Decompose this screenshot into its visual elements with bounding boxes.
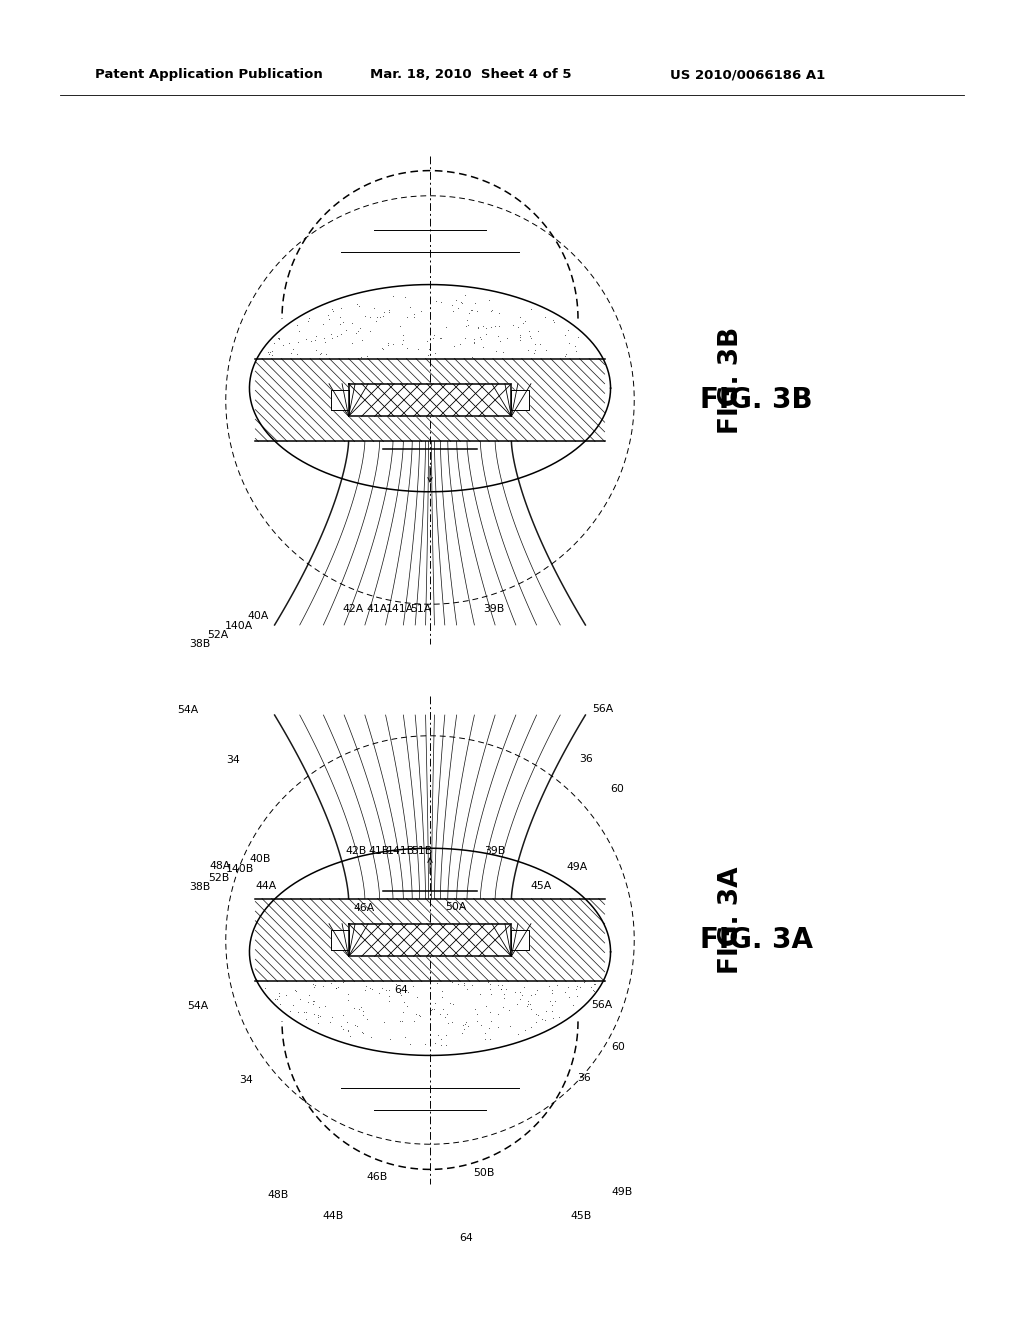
Text: 42A: 42A <box>343 603 364 614</box>
Text: 40B: 40B <box>250 854 270 865</box>
Text: 60: 60 <box>610 784 625 795</box>
Text: 54A: 54A <box>177 705 198 715</box>
Text: 140A: 140A <box>224 620 253 631</box>
Text: 39B: 39B <box>483 603 504 614</box>
Text: 56A: 56A <box>593 704 613 714</box>
Text: FIG. 3A: FIG. 3A <box>718 866 744 974</box>
Text: 44B: 44B <box>323 1210 343 1221</box>
Text: Mar. 18, 2010  Sheet 4 of 5: Mar. 18, 2010 Sheet 4 of 5 <box>370 69 571 81</box>
Text: 49A: 49A <box>567 862 588 873</box>
Text: 141B: 141B <box>386 846 415 857</box>
Text: FIG. 3B: FIG. 3B <box>700 385 813 414</box>
Text: 45B: 45B <box>570 1210 591 1221</box>
Text: 56A: 56A <box>592 999 612 1010</box>
Text: 50A: 50A <box>445 902 466 912</box>
Text: 52B: 52B <box>209 873 229 883</box>
Text: 46B: 46B <box>367 1172 387 1183</box>
Text: 40A: 40A <box>248 611 268 622</box>
Polygon shape <box>511 931 529 949</box>
Text: FIG. 3A: FIG. 3A <box>700 927 813 954</box>
Text: 48A: 48A <box>210 861 230 871</box>
Text: 50B: 50B <box>474 1168 495 1179</box>
Text: 39B: 39B <box>484 846 505 857</box>
Text: 44A: 44A <box>256 880 276 891</box>
Polygon shape <box>348 384 511 416</box>
Text: 36: 36 <box>577 1073 591 1084</box>
Text: 42B: 42B <box>346 846 367 857</box>
Text: 64: 64 <box>394 985 409 995</box>
Polygon shape <box>331 931 348 949</box>
Text: 54A: 54A <box>187 1001 208 1011</box>
Polygon shape <box>331 391 348 409</box>
Text: 49B: 49B <box>611 1187 632 1197</box>
Text: 64: 64 <box>459 1233 473 1243</box>
Text: 41A: 41A <box>367 603 387 614</box>
Text: 51B: 51B <box>412 846 432 857</box>
Text: 48B: 48B <box>268 1189 289 1200</box>
Text: 36: 36 <box>579 754 593 764</box>
Text: 141A: 141A <box>385 603 414 614</box>
Text: 46A: 46A <box>354 903 375 913</box>
Text: US 2010/0066186 A1: US 2010/0066186 A1 <box>670 69 825 81</box>
Text: 38B: 38B <box>189 639 210 649</box>
Text: 51A: 51A <box>411 603 431 614</box>
Text: FIG. 3B: FIG. 3B <box>718 326 744 434</box>
Text: 52A: 52A <box>208 630 228 640</box>
Text: 140B: 140B <box>225 863 254 874</box>
Text: 41B: 41B <box>369 846 389 857</box>
Polygon shape <box>348 924 511 956</box>
Text: 45A: 45A <box>530 880 551 891</box>
Text: Patent Application Publication: Patent Application Publication <box>95 69 323 81</box>
Text: 34: 34 <box>226 755 241 766</box>
Text: 38B: 38B <box>189 882 210 892</box>
Polygon shape <box>511 391 529 409</box>
Text: 34: 34 <box>239 1074 253 1085</box>
Text: 60: 60 <box>611 1041 626 1052</box>
